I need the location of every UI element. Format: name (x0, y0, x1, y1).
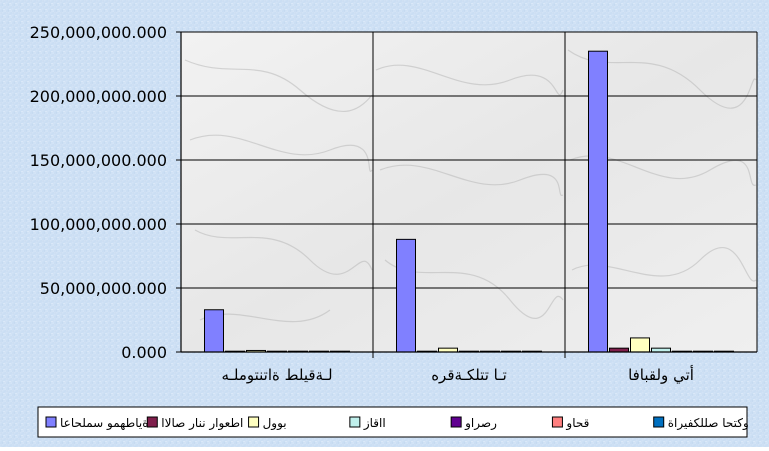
legend-swatch (248, 416, 260, 428)
y-tick-label: 250,000,000.000 (30, 23, 167, 42)
marble-vein (384, 259, 564, 319)
legend-swatch (450, 416, 462, 428)
y-tick-label: 100,000,000.000 (30, 215, 167, 234)
bar (588, 50, 608, 353)
y-tick-label: 0.000 (121, 343, 167, 362)
marble-vein (189, 134, 373, 172)
legend-swatch (551, 416, 563, 428)
bar (630, 337, 650, 353)
legend-label: قحاو (565, 416, 589, 431)
legend-swatch (349, 416, 361, 428)
x-tick-label: تـا تتلكـةقره (431, 366, 507, 384)
x-tick-label: لـةقيلط ةاتنتوملـه (221, 366, 332, 384)
x-tick-label: أتي ولقبافا (628, 365, 694, 385)
legend-swatch (146, 416, 158, 428)
marble-vein (379, 164, 564, 196)
y-tick-label: 50,000,000.000 (40, 279, 167, 298)
legend-label: اطعوار ننار صالاا (161, 416, 243, 431)
legend-label: ااقاز (363, 416, 386, 431)
marble-vein (375, 64, 564, 96)
legend-label: ةياطهمو سملحاعا (60, 416, 149, 431)
y-tick-label: 150,000,000.000 (30, 151, 167, 170)
plot-area (181, 32, 757, 352)
y-tick-label: 200,000,000.000 (30, 87, 167, 106)
marble-vein (569, 155, 757, 186)
legend-swatch (45, 416, 57, 428)
marble-vein (184, 59, 373, 112)
legend-label: رصراو (464, 416, 497, 431)
bar (204, 309, 224, 353)
bar (396, 238, 416, 353)
legend-swatch (653, 416, 665, 428)
legend-label: وكتحا صللكفيراة (668, 416, 749, 431)
legend-label: بوول (263, 416, 287, 431)
marble-vein (194, 229, 373, 275)
